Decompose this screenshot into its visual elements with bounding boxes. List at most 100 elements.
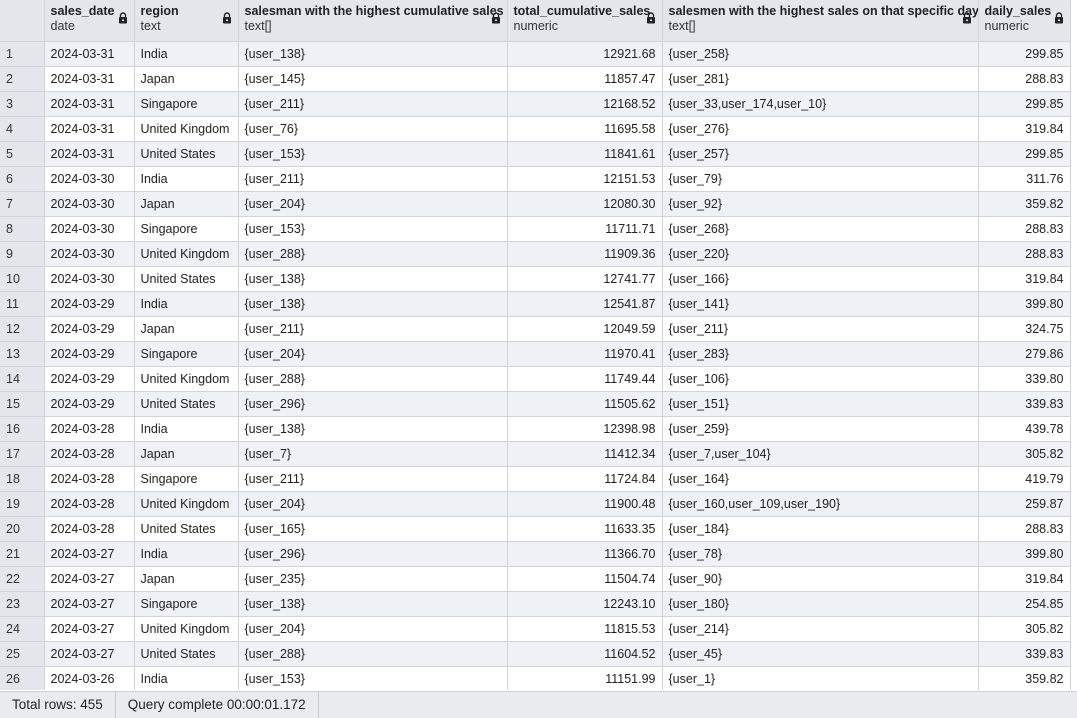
table-cell[interactable]: United Kingdom bbox=[134, 366, 239, 392]
column-header[interactable]: sales_date date bbox=[44, 0, 135, 42]
table-cell[interactable]: {user_138} bbox=[238, 266, 508, 292]
table-cell[interactable]: 11749.44 bbox=[507, 366, 663, 392]
table-cell[interactable]: 311.76 bbox=[978, 166, 1070, 192]
table-cell[interactable]: 419.79 bbox=[978, 466, 1070, 492]
table-row[interactable]: 16 2024-03-28 India {user_138} 12398.98 {user… bbox=[0, 416, 1070, 442]
table-cell[interactable]: 2024-03-27 bbox=[44, 591, 135, 617]
table-row[interactable]: 21 2024-03-27 India {user_296} 11366.70 {user… bbox=[0, 541, 1070, 567]
table-cell[interactable]: 2024-03-30 bbox=[44, 191, 135, 217]
table-cell[interactable]: {user_90} bbox=[662, 566, 979, 592]
table-cell[interactable]: 399.80 bbox=[978, 541, 1070, 567]
column-header[interactable]: salesmen with the highest sales on that … bbox=[662, 0, 979, 42]
row-number[interactable]: 12 bbox=[0, 316, 45, 342]
row-number[interactable]: 5 bbox=[0, 141, 45, 167]
row-number[interactable]: 4 bbox=[0, 116, 45, 142]
table-cell[interactable]: {user_220} bbox=[662, 241, 979, 267]
table-cell[interactable]: 2024-03-29 bbox=[44, 366, 135, 392]
table-cell[interactable]: {user_258} bbox=[662, 41, 979, 67]
table-cell[interactable]: 12398.98 bbox=[507, 416, 663, 442]
table-cell[interactable]: United States bbox=[134, 141, 239, 167]
row-number[interactable]: 7 bbox=[0, 191, 45, 217]
table-cell[interactable]: United States bbox=[134, 516, 239, 542]
table-cell[interactable]: {user_296} bbox=[238, 391, 508, 417]
column-header[interactable]: total_cumulative_sales numeric bbox=[507, 0, 663, 42]
table-cell[interactable]: 399.80 bbox=[978, 291, 1070, 317]
table-cell[interactable]: Japan bbox=[134, 441, 239, 467]
table-cell[interactable]: Singapore bbox=[134, 341, 239, 367]
table-cell[interactable]: 299.85 bbox=[978, 91, 1070, 117]
table-cell[interactable]: 11970.41 bbox=[507, 341, 663, 367]
table-cell[interactable]: {user_138} bbox=[238, 416, 508, 442]
table-cell[interactable]: 288.83 bbox=[978, 66, 1070, 92]
row-number[interactable]: 19 bbox=[0, 491, 45, 517]
row-number[interactable]: 26 bbox=[0, 666, 45, 690]
table-cell[interactable]: 2024-03-27 bbox=[44, 566, 135, 592]
table-cell[interactable]: India bbox=[134, 41, 239, 67]
table-cell[interactable]: {user_180} bbox=[662, 591, 979, 617]
table-row[interactable]: 1 2024-03-31 India {user_138} 12921.68 {user_… bbox=[0, 41, 1070, 67]
table-row[interactable]: 15 2024-03-29 United States {user_296} 11505… bbox=[0, 391, 1070, 417]
row-number[interactable]: 1 bbox=[0, 41, 45, 67]
table-cell[interactable]: 2024-03-31 bbox=[44, 116, 135, 142]
table-cell[interactable]: {user_211} bbox=[238, 166, 508, 192]
table-cell[interactable]: 12168.52 bbox=[507, 91, 663, 117]
table-cell[interactable]: 259.87 bbox=[978, 491, 1070, 517]
table-cell[interactable]: 319.84 bbox=[978, 566, 1070, 592]
table-row[interactable]: 5 2024-03-31 United States {user_153} 11841.… bbox=[0, 141, 1070, 167]
table-cell[interactable]: Japan bbox=[134, 66, 239, 92]
table-row[interactable]: 10 2024-03-30 United States {user_138} 12741… bbox=[0, 266, 1070, 292]
table-cell[interactable]: 2024-03-28 bbox=[44, 516, 135, 542]
table-cell[interactable]: {user_211} bbox=[238, 316, 508, 342]
table-cell[interactable]: 359.82 bbox=[978, 191, 1070, 217]
table-row[interactable]: 25 2024-03-27 United States {user_288} 11604… bbox=[0, 641, 1070, 667]
table-row[interactable]: 6 2024-03-30 India {user_211} 12151.53 {user_… bbox=[0, 166, 1070, 192]
table-cell[interactable]: India bbox=[134, 416, 239, 442]
table-cell[interactable]: {user_153} bbox=[238, 141, 508, 167]
table-cell[interactable]: 12921.68 bbox=[507, 41, 663, 67]
table-row[interactable]: 3 2024-03-31 Singapore {user_211} 12168.52 {u… bbox=[0, 91, 1070, 117]
table-cell[interactable]: 11505.62 bbox=[507, 391, 663, 417]
table-row[interactable]: 17 2024-03-28 Japan {user_7} 11412.34 {user_7… bbox=[0, 441, 1070, 467]
table-cell[interactable]: United Kingdom bbox=[134, 491, 239, 517]
table-cell[interactable]: {user_211} bbox=[662, 316, 979, 342]
table-cell[interactable]: 2024-03-26 bbox=[44, 666, 135, 690]
table-cell[interactable]: {user_288} bbox=[238, 241, 508, 267]
table-cell[interactable]: {user_288} bbox=[238, 366, 508, 392]
table-cell[interactable]: 11711.71 bbox=[507, 216, 663, 242]
row-number[interactable]: 10 bbox=[0, 266, 45, 292]
table-cell[interactable]: 11504.74 bbox=[507, 566, 663, 592]
table-cell[interactable]: {user_166} bbox=[662, 266, 979, 292]
row-number-header[interactable] bbox=[0, 0, 45, 42]
row-number[interactable]: 24 bbox=[0, 616, 45, 642]
table-row[interactable]: 26 2024-03-26 India {user_153} 11151.99 {user… bbox=[0, 666, 1070, 690]
table-cell[interactable]: {user_7,user_104} bbox=[662, 441, 979, 467]
table-cell[interactable]: {user_79} bbox=[662, 166, 979, 192]
table-cell[interactable]: 11366.70 bbox=[507, 541, 663, 567]
row-number[interactable]: 14 bbox=[0, 366, 45, 392]
table-cell[interactable]: 2024-03-30 bbox=[44, 266, 135, 292]
row-number[interactable]: 2 bbox=[0, 66, 45, 92]
table-cell[interactable]: 279.86 bbox=[978, 341, 1070, 367]
table-row[interactable]: 4 2024-03-31 United Kingdom {user_76} 11695.… bbox=[0, 116, 1070, 142]
row-number[interactable]: 20 bbox=[0, 516, 45, 542]
table-cell[interactable]: {user_288} bbox=[238, 641, 508, 667]
table-cell[interactable]: {user_138} bbox=[238, 291, 508, 317]
table-cell[interactable]: Singapore bbox=[134, 216, 239, 242]
table-cell[interactable]: 11604.52 bbox=[507, 641, 663, 667]
row-number[interactable]: 17 bbox=[0, 441, 45, 467]
table-cell[interactable]: 2024-03-29 bbox=[44, 291, 135, 317]
row-number[interactable]: 6 bbox=[0, 166, 45, 192]
row-number[interactable]: 18 bbox=[0, 466, 45, 492]
table-cell[interactable]: {user_153} bbox=[238, 666, 508, 690]
table-cell[interactable]: 339.83 bbox=[978, 391, 1070, 417]
table-cell[interactable]: 319.84 bbox=[978, 116, 1070, 142]
table-cell[interactable]: {user_281} bbox=[662, 66, 979, 92]
table-cell[interactable]: {user_106} bbox=[662, 366, 979, 392]
table-cell[interactable]: {user_78} bbox=[662, 541, 979, 567]
table-cell[interactable]: {user_160,user_109,user_190} bbox=[662, 491, 979, 517]
table-cell[interactable]: United States bbox=[134, 391, 239, 417]
table-cell[interactable]: {user_283} bbox=[662, 341, 979, 367]
table-cell[interactable]: United Kingdom bbox=[134, 241, 239, 267]
table-row[interactable]: 12 2024-03-29 Japan {user_211} 12049.59 {user… bbox=[0, 316, 1070, 342]
table-cell[interactable]: 12080.30 bbox=[507, 191, 663, 217]
